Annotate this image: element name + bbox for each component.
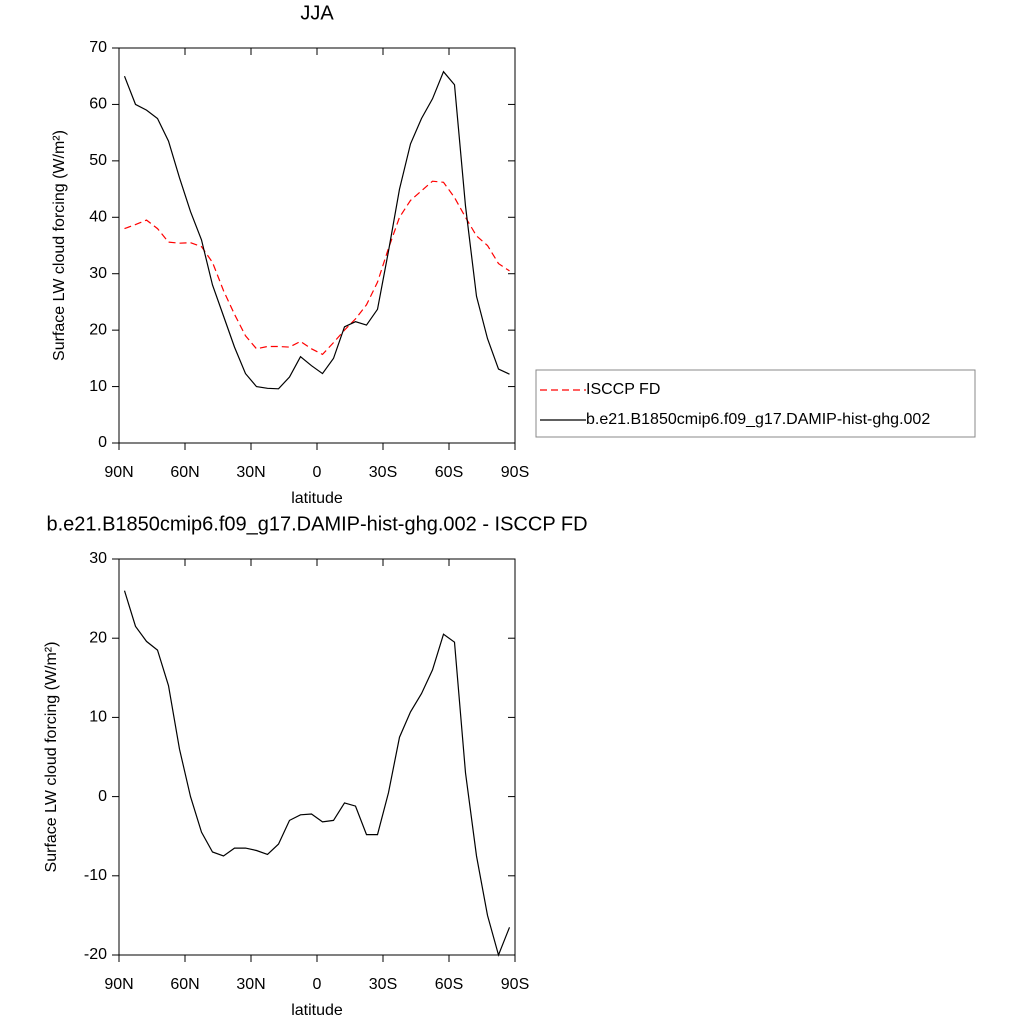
x-tick-label: 60N [170,464,199,481]
y-tick-label: -10 [84,867,107,884]
legend-label: b.e21.B1850cmip6.f09_g17.DAMIP-hist-ghg.… [586,411,930,428]
y-tick-label: 60 [89,96,107,113]
y-tick-label: 0 [98,788,107,805]
y-tick-label: 30 [89,265,107,282]
data-line [123,590,511,957]
chart-title: JJA [300,2,334,24]
x-tick-label: 60S [435,976,463,993]
data-line [123,70,510,390]
legend-label: ISCCP FD [586,381,660,398]
x-tick-label: 30S [369,976,397,993]
y-tick-label: 20 [89,321,107,338]
y-tick-label: 30 [89,550,107,567]
y-axis-label: Surface LW cloud forcing (W/m²) [43,642,60,873]
y-tick-label: 50 [89,152,107,169]
y-tick-label: -20 [84,946,107,963]
y-tick-label: 40 [89,209,107,226]
plot-frame [118,558,516,956]
y-tick-label: 20 [89,629,107,646]
x-tick-label: 60S [435,464,463,481]
x-tick-label: 90N [104,464,133,481]
x-axis-label: latitude [291,1002,343,1019]
chart-title: b.e21.B1850cmip6.f09_g17.DAMIP-hist-ghg.… [46,513,587,535]
x-axis-label: latitude [291,490,343,507]
x-tick-label: 90S [501,976,529,993]
x-tick-label: 30N [236,464,265,481]
x-tick-label: 60N [170,976,199,993]
y-tick-label: 70 [89,39,107,56]
plot-frame [118,47,516,444]
y-tick-label: 0 [98,434,107,451]
x-tick-label: 0 [313,464,322,481]
y-tick-label: 10 [89,378,107,395]
legend-box [535,369,976,438]
data-line [124,180,510,356]
x-tick-label: 90S [501,464,529,481]
y-axis-label: Surface LW cloud forcing (W/m²) [51,130,68,361]
x-tick-label: 30N [236,976,265,993]
x-tick-label: 90N [104,976,133,993]
x-tick-label: 30S [369,464,397,481]
y-tick-label: 10 [89,709,107,726]
x-tick-label: 0 [313,976,322,993]
